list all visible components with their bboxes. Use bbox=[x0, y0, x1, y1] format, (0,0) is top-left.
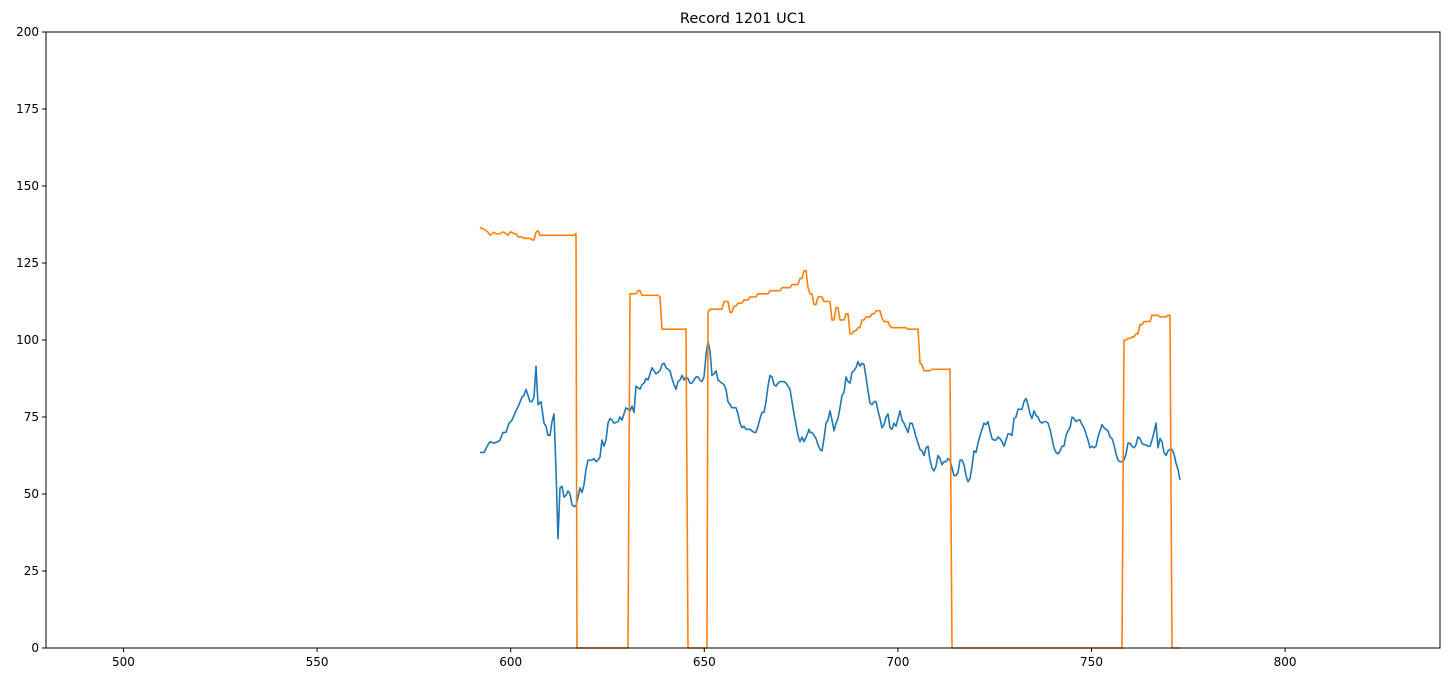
y-axis: 0 25 50 75 100 125 150 175 200 bbox=[16, 25, 46, 655]
x-tick-label: 550 bbox=[306, 655, 329, 669]
y-tick-label: 125 bbox=[16, 256, 39, 270]
axes-frame bbox=[45, 31, 1441, 649]
y-tick-label: 100 bbox=[16, 333, 39, 347]
y-tick-label: 150 bbox=[16, 179, 39, 193]
y-tick-label: 75 bbox=[24, 410, 39, 424]
x-tick-label: 700 bbox=[886, 655, 909, 669]
series-line-2 bbox=[479, 226, 1180, 649]
y-tick-label: 50 bbox=[24, 487, 39, 501]
series-line-1 bbox=[480, 340, 1181, 540]
x-tick-label: 600 bbox=[499, 655, 522, 669]
y-tick-label: 25 bbox=[24, 564, 39, 578]
series-layer bbox=[479, 226, 1181, 649]
y-tick-label: 0 bbox=[31, 641, 39, 655]
x-axis: 500 550 600 650 700 750 800 bbox=[112, 648, 1297, 669]
x-tick-label: 750 bbox=[1080, 655, 1103, 669]
x-tick-label: 800 bbox=[1274, 655, 1297, 669]
y-tick-label: 175 bbox=[16, 102, 39, 116]
chart-title: Record 1201 UC1 bbox=[680, 11, 806, 27]
x-tick-label: 650 bbox=[693, 655, 716, 669]
plot-area bbox=[45, 31, 1441, 649]
x-tick-label: 500 bbox=[112, 655, 135, 669]
y-tick-label: 200 bbox=[16, 25, 39, 39]
